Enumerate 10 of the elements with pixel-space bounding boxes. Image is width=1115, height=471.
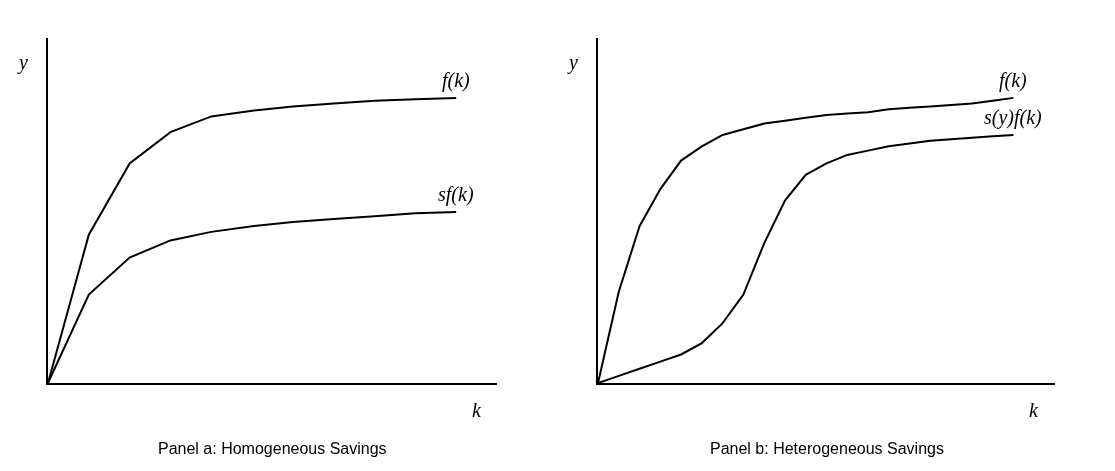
text: Panel b: Heterogeneous Savings [710, 440, 944, 457]
series-label: sf(k) [438, 183, 474, 206]
y-axis-title: y [17, 51, 28, 74]
series-label: f(k) [999, 69, 1028, 92]
series-label: s(y)f(k) [984, 106, 1043, 129]
x-axis-title: k [1029, 399, 1039, 421]
x-axis-title: k [472, 399, 482, 421]
series-label: f(k) [442, 69, 471, 92]
y-axis-title: y [567, 51, 578, 74]
text: Panel a: Homogeneous Savings [158, 440, 387, 457]
